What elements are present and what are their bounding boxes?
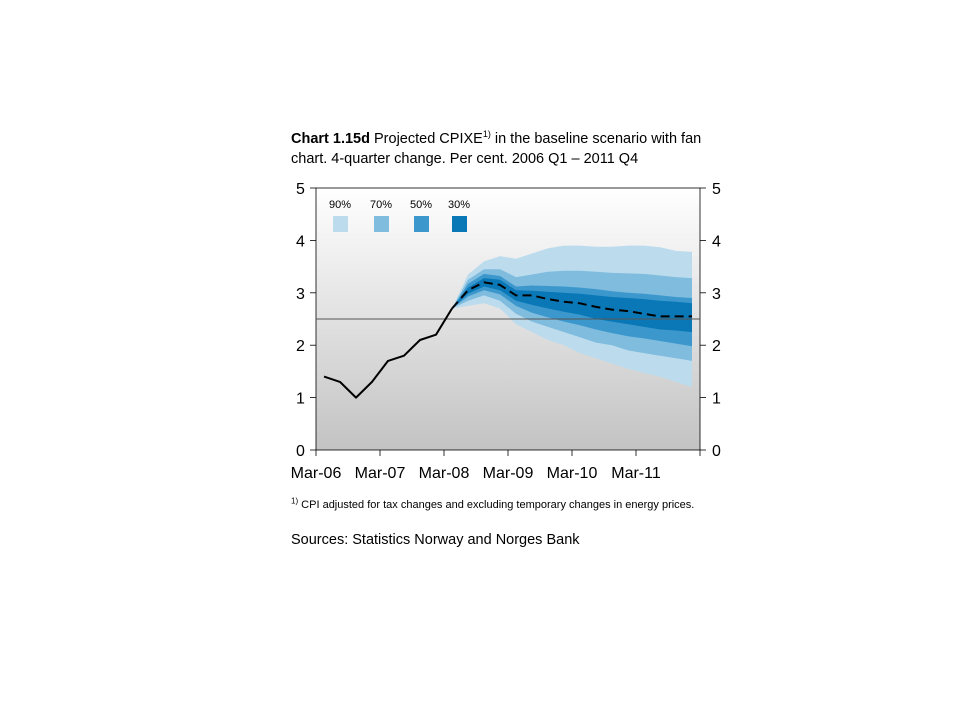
x-tick-label: Mar-09: [483, 465, 534, 482]
y-tick-label-right: 5: [712, 181, 721, 198]
projection-line: [451, 281, 692, 318]
title-text-2: in the baseline scenario with fan chart.…: [291, 131, 702, 167]
footnote-mark: 1): [291, 496, 299, 506]
x-tick-label: Mar-07: [355, 465, 406, 482]
series-lines: [323, 281, 692, 399]
footnote: 1) CPI adjusted for tax changes and excl…: [291, 496, 701, 513]
chart-title: Chart 1.15d Projected CPIXE1) in the bas…: [291, 129, 731, 169]
y-tick-label-right: 0: [712, 443, 721, 460]
sources-note: Sources: Statistics Norway and Norges Ba…: [291, 532, 580, 548]
footnote-text: CPI adjusted for tax changes and excludi…: [298, 499, 695, 511]
historical-line: [323, 307, 453, 399]
legend-swatch: [333, 216, 348, 232]
legend-swatch: [374, 216, 389, 232]
y-tick-label-left: 3: [296, 286, 305, 303]
axes: 0 0 1 1 2 2 3 3 4 4 5 5 Mar-06 Mar-07 Mar-08 Mar-09 Mar-…: [291, 181, 721, 482]
y-tick-label-right: 3: [712, 286, 721, 303]
legend-label: 50%: [410, 199, 432, 211]
legend-swatch: [452, 216, 467, 232]
x-tick-label: Mar-11: [611, 465, 661, 482]
x-tick-label: Mar-08: [419, 465, 470, 482]
legend-label: 90%: [329, 199, 351, 211]
y-tick-label-left: 4: [296, 233, 305, 250]
y-tick-label-left: 1: [296, 391, 305, 408]
y-tick-label-right: 1: [712, 391, 721, 408]
legend: 90% 70% 50% 30%: [329, 199, 470, 232]
title-text-1: Projected CPIXE: [369, 131, 483, 147]
y-tick-label-left: 0: [296, 443, 305, 460]
legend-label: 70%: [370, 199, 392, 211]
title-footnote-mark: 1): [482, 129, 491, 140]
legend-swatch: [414, 216, 429, 232]
x-tick-label: Mar-10: [547, 465, 598, 482]
x-tick-label: Mar-06: [291, 465, 342, 482]
legend-label: 30%: [448, 199, 470, 211]
y-tick-label-right: 2: [712, 338, 721, 355]
y-tick-label-left: 2: [296, 338, 305, 355]
y-tick-label-left: 5: [296, 181, 305, 198]
chart-number: Chart 1.15d: [291, 131, 370, 147]
y-tick-label-right: 4: [712, 233, 721, 250]
